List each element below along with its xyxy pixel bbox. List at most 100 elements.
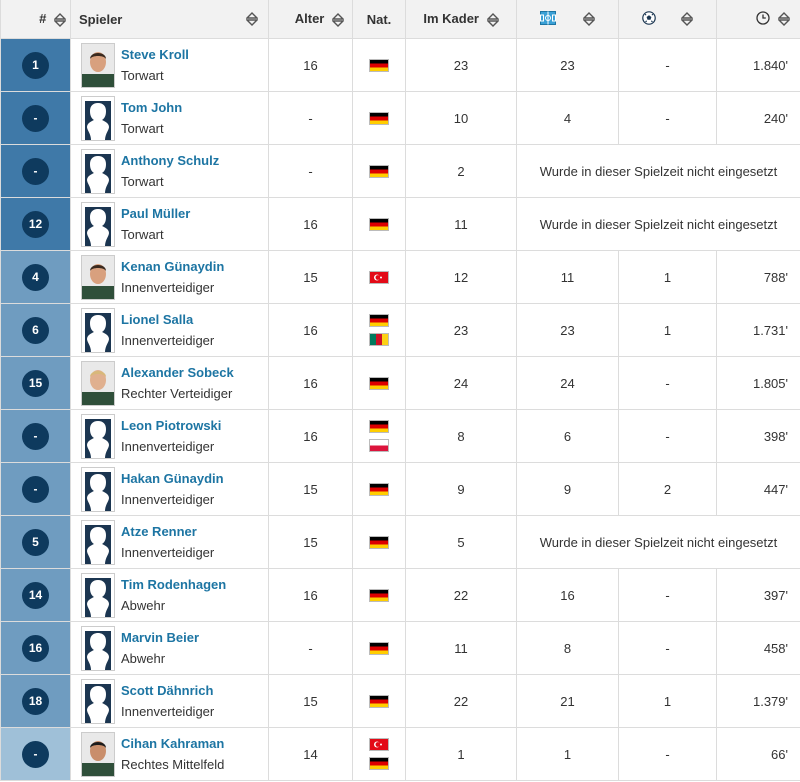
sort-icon[interactable] (777, 12, 791, 27)
player-photo[interactable] (81, 201, 115, 247)
player-name-link[interactable]: Anthony Schulz (121, 153, 220, 168)
squad-count-cell: 12 (405, 250, 517, 304)
player-name-link[interactable]: Leon Piotrowski (121, 418, 222, 433)
player-photo[interactable] (81, 572, 115, 618)
player-name-link[interactable]: Alexander Sobeck (121, 365, 234, 380)
sort-player-header[interactable]: Spieler (70, 0, 269, 39)
flag-germany-icon (369, 694, 389, 708)
player-name-link[interactable]: Marvin Beier (121, 630, 200, 645)
shirt-number-box: - (1, 145, 70, 197)
shirt-number-cell: - (0, 91, 71, 145)
player-name-link[interactable]: Tom John (121, 100, 183, 115)
sort-appearances-header[interactable] (516, 0, 619, 39)
player-photo[interactable] (81, 148, 115, 194)
goals-cell: - (618, 409, 717, 463)
age-cell: - (268, 621, 353, 675)
shirt-number-box: - (1, 728, 70, 780)
player-photo[interactable] (81, 731, 115, 777)
sort-icon[interactable] (485, 12, 500, 27)
player-name-link[interactable]: Atze Renner (121, 524, 197, 539)
flag-turkey-icon (369, 270, 389, 284)
squad-count-cell: 5 (405, 515, 517, 569)
sort-minutes-header[interactable] (716, 0, 800, 39)
player-name-link[interactable]: Paul Müller (121, 206, 191, 221)
flag-germany-icon (369, 111, 389, 125)
sort-goals-header[interactable] (618, 0, 717, 39)
shirt-number-cell: 1 (0, 38, 71, 92)
player-name-link[interactable]: Hakan Günaydin (121, 471, 224, 486)
shirt-number-box: 15 (1, 357, 70, 409)
player-position: Torwart (121, 68, 164, 83)
player-name-link[interactable]: Kenan Günaydin (121, 259, 225, 274)
squad-header-label: Im Kader (423, 11, 479, 27)
sort-icon[interactable] (245, 12, 259, 26)
sort-number-header[interactable]: # (0, 0, 71, 39)
player-name-link[interactable]: Cihan Kahraman (121, 736, 225, 751)
shirt-number-box: 4 (1, 251, 70, 303)
player-photo[interactable] (81, 95, 115, 141)
minutes-cell: 1.805' (716, 356, 800, 410)
shirt-number: 12 (22, 210, 49, 238)
age-cell: 16 (268, 197, 353, 251)
shirt-number: 6 (22, 316, 49, 344)
minutes-cell: 1.840' (716, 38, 800, 92)
nationality-cell (352, 621, 406, 675)
shirt-number: - (22, 104, 49, 132)
nationality-cell (352, 38, 406, 92)
squad-count-cell: 23 (405, 38, 517, 92)
age-cell: 15 (268, 515, 353, 569)
age-header-label: Alter (294, 11, 325, 27)
player-position: Innenverteidiger (121, 492, 215, 507)
minutes-cell: 240' (716, 91, 800, 145)
nationality-cell (352, 462, 406, 516)
nationality-cell (352, 356, 406, 410)
age-cell: - (268, 91, 353, 145)
shirt-number-cell: - (0, 144, 71, 198)
player-name-link[interactable]: Tim Rodenhagen (121, 577, 227, 592)
goals-cell: - (618, 621, 717, 675)
player-photo[interactable] (81, 254, 115, 300)
shirt-number-box: 1 (1, 39, 70, 91)
player-cell: Scott Dähnrich Innenverteidiger (70, 674, 269, 728)
sort-icon[interactable] (582, 12, 597, 27)
sort-icon[interactable] (331, 12, 345, 27)
player-photo[interactable] (81, 360, 115, 406)
player-photo[interactable] (81, 413, 115, 459)
not-used-note: Wurde in dieser Spielzeit nicht eingeset… (516, 197, 800, 251)
shirt-number-box: - (1, 92, 70, 144)
player-photo[interactable] (81, 678, 115, 724)
sort-squad-header[interactable]: Im Kader (405, 0, 517, 39)
flag-germany-icon (369, 482, 389, 496)
nationality-cell (352, 144, 406, 198)
table-row: - Tom John Torwart -10 4-240' (0, 91, 800, 145)
sort-icon[interactable] (680, 12, 695, 27)
minutes-cell: 447' (716, 462, 800, 516)
player-name-link[interactable]: Lionel Salla (121, 312, 194, 327)
shirt-number: 1 (22, 51, 49, 79)
player-position: Abwehr (121, 598, 166, 613)
nationality-cell (352, 91, 406, 145)
player-photo[interactable] (81, 625, 115, 671)
squad-count-cell: 11 (405, 197, 517, 251)
not-used-note: Wurde in dieser Spielzeit nicht eingeset… (516, 515, 800, 569)
player-cell: Cihan Kahraman Rechtes Mittelfeld (70, 727, 269, 781)
age-cell: 16 (268, 568, 353, 622)
player-name-link[interactable]: Scott Dähnrich (121, 683, 214, 698)
flag-germany-icon (369, 588, 389, 602)
player-photo[interactable] (81, 42, 115, 88)
appearances-cell: 6 (516, 409, 619, 463)
shirt-number-cell: 16 (0, 621, 71, 675)
sort-icon[interactable] (53, 12, 67, 27)
shirt-number-cell: 15 (0, 356, 71, 410)
flag-germany-icon (369, 420, 389, 433)
player-photo[interactable] (81, 466, 115, 512)
sort-age-header[interactable]: Alter (268, 0, 353, 39)
shirt-number-cell: - (0, 462, 71, 516)
number-header-label: # (39, 11, 47, 27)
flag-poland-icon (369, 439, 389, 452)
squad-count-cell: 23 (405, 303, 517, 357)
player-photo[interactable] (81, 519, 115, 565)
player-name-link[interactable]: Steve Kroll (121, 47, 189, 62)
player-photo[interactable] (81, 307, 115, 353)
